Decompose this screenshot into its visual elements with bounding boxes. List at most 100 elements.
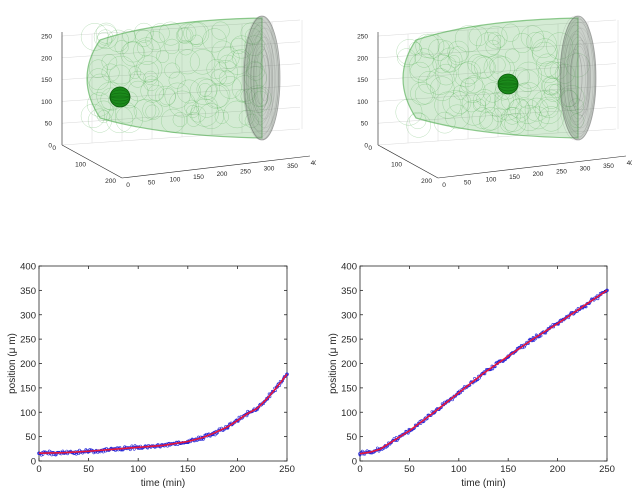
y-tick-label: 100 <box>20 408 36 419</box>
cloud-particle <box>189 77 217 105</box>
cloud-particle <box>445 104 470 130</box>
end-cap-mesh <box>562 21 596 135</box>
cloud-particle <box>155 85 176 107</box>
cloud-particle <box>512 33 533 54</box>
fit-line <box>359 289 608 455</box>
end-cap-mesh <box>253 36 276 120</box>
cloud-particle <box>415 33 440 58</box>
end-cap-mesh <box>251 39 272 117</box>
cloud-particle <box>492 35 506 48</box>
end-cap-mesh <box>246 30 274 126</box>
3d-axes <box>377 32 627 179</box>
y-tick-label: 250 <box>20 335 36 346</box>
cloud-particle <box>122 29 136 43</box>
end-cap-mesh <box>242 18 278 138</box>
cloud-particle <box>143 70 158 86</box>
cloud-particle <box>465 75 484 94</box>
cloud-particle <box>559 89 578 108</box>
end-cap-mesh <box>561 18 596 138</box>
cloud-particle <box>515 98 541 124</box>
cloud-particle <box>230 35 254 59</box>
measurement-point <box>101 450 105 454</box>
cloud-particle <box>219 76 242 99</box>
surface-plot-3d-right: 0 50 100 150 200 250 0 100 200 0 50 100 150 200 250 300… <box>357 15 632 189</box>
cloud-particle <box>177 27 194 44</box>
cloud-particle <box>409 111 427 130</box>
plot-area-frame <box>359 265 608 462</box>
z-tick-label: 150 <box>41 77 52 84</box>
cloud-particle <box>80 23 109 51</box>
cloud-particle <box>471 107 494 129</box>
y-tick-label: 0 <box>368 145 372 152</box>
3d-gridlines <box>61 19 303 146</box>
cloud-particle <box>177 79 201 104</box>
end-cap-mesh <box>575 54 586 102</box>
cloud-particle <box>488 31 502 45</box>
cloud-particle <box>448 46 468 66</box>
end-cap-mesh <box>259 54 270 102</box>
cloud-particle <box>492 107 507 123</box>
x-tick-label: 400 <box>627 160 632 167</box>
plot-area-frame <box>38 265 288 462</box>
cloud-particle <box>97 29 114 46</box>
cloud-particle <box>101 63 120 82</box>
y-tick-label: 350 <box>20 286 36 297</box>
cloud-particle <box>516 82 532 98</box>
cloud-particle <box>434 91 462 119</box>
y-tick-label: 150 <box>20 383 36 394</box>
x-axis-label: time (min) <box>141 478 185 489</box>
cloud-particle <box>409 61 431 83</box>
cloud-particle <box>210 69 227 86</box>
cell-cloud <box>80 15 281 141</box>
cloud-particle <box>476 91 491 106</box>
z-tick-label: 50 <box>361 121 369 128</box>
cloud-particle <box>122 41 144 63</box>
x-tick-label: 200 <box>550 464 566 475</box>
cell-cloud <box>395 15 597 141</box>
cloud-particle <box>204 84 229 109</box>
green-bead <box>497 73 519 95</box>
cloud-particle <box>531 38 558 65</box>
end-cap-mesh <box>254 51 267 105</box>
x-tick-label: 400 <box>311 160 316 167</box>
end-cap-mesh <box>566 36 590 120</box>
cloud-particle <box>137 39 154 57</box>
cloud-particle <box>168 71 186 89</box>
cloud-particle <box>218 70 235 87</box>
cloud-particle <box>509 98 530 119</box>
cloud-particle <box>569 113 585 129</box>
y-tick-label: 200 <box>20 359 36 370</box>
cloud-particle <box>483 54 511 82</box>
y-tick-label: 300 <box>341 310 357 321</box>
x-tick-label: 0 <box>442 182 446 189</box>
cloud-particle <box>198 83 212 97</box>
cloud-particle <box>516 105 543 132</box>
cloud-particle <box>457 61 481 85</box>
end-cap-mesh <box>242 15 280 141</box>
end-cap-mesh <box>569 51 583 105</box>
cloud-particle <box>549 83 564 99</box>
cloud-body <box>402 17 579 139</box>
surface-plot-3d-left: 0 50 100 150 200 250 0 100 200 0 50 100 150 200 250 300… <box>41 15 316 189</box>
cloud-particle <box>474 56 496 79</box>
end-cap-mesh <box>250 27 279 129</box>
x-tick-label: 200 <box>229 464 245 475</box>
cloud-particle <box>470 55 495 79</box>
cloud-particle <box>186 21 210 46</box>
cloud-particle <box>558 85 585 111</box>
cloud-particle <box>246 60 263 77</box>
cloud-particle <box>97 110 110 123</box>
cloud-particle <box>472 98 487 112</box>
cloud-particle <box>106 29 130 52</box>
cloud-particle <box>161 108 186 133</box>
cloud-particle <box>177 40 194 56</box>
bead-mesh-line <box>109 95 131 99</box>
z-tick-label: 100 <box>357 99 368 106</box>
x-tick-label: 0 <box>36 464 41 475</box>
cloud-particle <box>472 89 497 113</box>
cloud-particle <box>211 40 235 64</box>
cloud-particle <box>205 83 231 108</box>
cloud-particle <box>549 61 568 80</box>
cloud-particle <box>175 27 192 44</box>
y-tick-label: 150 <box>341 383 357 394</box>
